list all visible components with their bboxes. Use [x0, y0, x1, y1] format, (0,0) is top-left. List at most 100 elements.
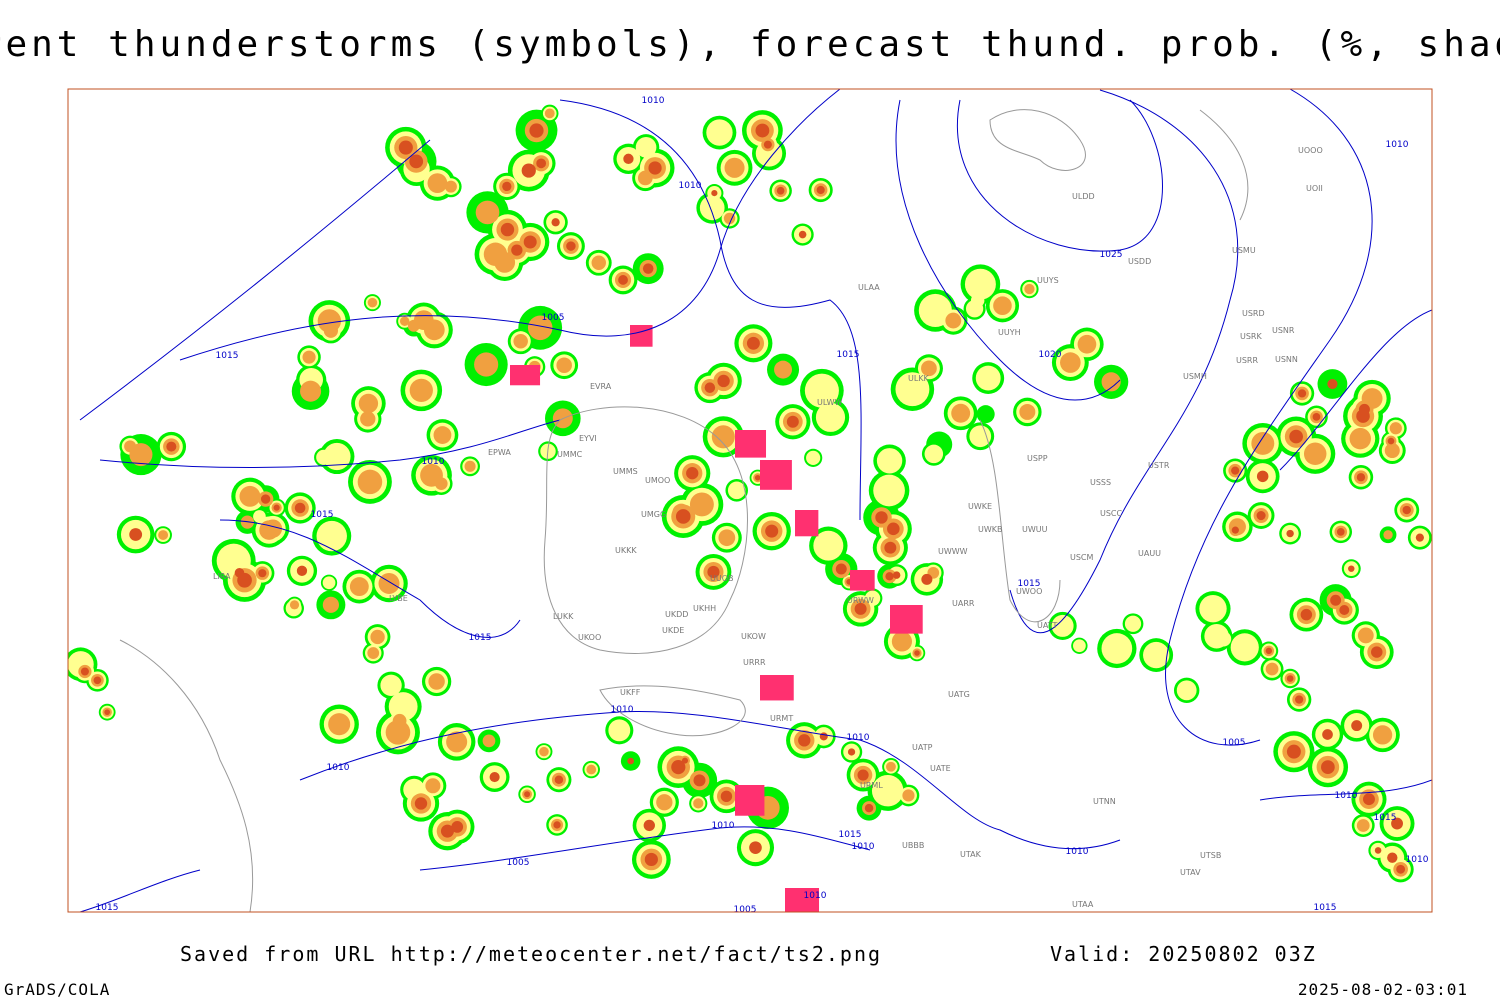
station-label: UTAA [1072, 900, 1094, 909]
shade-cell [706, 119, 733, 146]
shade-cell [798, 230, 807, 239]
station-label: UARR [952, 599, 975, 608]
shade-cell [618, 275, 628, 285]
storm-symbol [735, 430, 767, 458]
station-label: UATP [912, 743, 933, 752]
shade-cell [724, 157, 745, 178]
shade-cell [1387, 437, 1395, 445]
station-label: UWKE [968, 502, 992, 511]
station-label: ULDD [1072, 192, 1095, 201]
shade-cell [1348, 565, 1355, 572]
station-label: UKDE [662, 626, 684, 635]
shade-cell [886, 761, 896, 772]
shade-cell [1072, 639, 1086, 653]
shade-cell [727, 481, 746, 500]
shade-cell [124, 440, 137, 453]
station-label: UUOB [710, 574, 734, 583]
probability-shading [68, 104, 1432, 912]
shade-cell [1349, 427, 1371, 450]
station-label: USNR [1272, 326, 1295, 335]
isobar-label: 1010 [642, 96, 665, 106]
isobar-label: 1010 [1066, 847, 1089, 857]
shade-cell [1389, 422, 1402, 435]
shade-cell [378, 572, 400, 594]
shade-cell [425, 778, 441, 794]
shade-cell [1143, 641, 1170, 669]
shade-cell [370, 629, 385, 645]
station-label: UOII [1306, 184, 1323, 193]
station-label: EPWA [488, 448, 511, 457]
valid-time: Valid: 20250802 03Z [1050, 942, 1317, 966]
station-label: ULWW [817, 398, 842, 407]
shade-cell [527, 315, 553, 341]
shade-cell [1286, 744, 1301, 759]
shade-cell [428, 673, 445, 690]
shade-cell [536, 158, 547, 169]
isobar-label: 1010 [611, 705, 634, 715]
shade-cell [902, 789, 915, 802]
shade-cell [482, 734, 496, 748]
shade-cell [591, 255, 606, 271]
shade-cell [1230, 633, 1259, 662]
station-label: UWWW [938, 547, 968, 556]
shade-cell [717, 374, 730, 388]
station-label: ULKK [908, 374, 930, 383]
shade-cell [749, 841, 762, 854]
shade-cell [239, 485, 261, 507]
station-label: UMGG [641, 510, 666, 519]
shade-cell [440, 824, 454, 838]
shade-cell [711, 190, 718, 197]
shade-cell [864, 803, 874, 813]
shade-cell [317, 309, 342, 333]
isobar-label: 1015 [96, 903, 119, 913]
shade-cell [539, 746, 549, 757]
isobar-label: 1015 [311, 510, 334, 520]
station-label: UMOO [645, 476, 670, 485]
shade-cell [1101, 372, 1121, 392]
shade-cell [648, 161, 662, 175]
station-label: LUKK [553, 612, 574, 621]
shade-cell [93, 676, 102, 685]
shade-cell [1372, 725, 1393, 745]
shade-cell [918, 293, 952, 328]
shade-cell [289, 600, 300, 610]
shade-cell [1391, 817, 1403, 830]
shade-cell [921, 573, 933, 585]
shade-cell [895, 372, 930, 407]
shade-cell [1387, 852, 1398, 863]
shade-cell [511, 244, 523, 256]
isobar-label: 1005 [507, 858, 530, 868]
station-label: EVRA [590, 382, 612, 391]
shade-cell [380, 674, 402, 696]
station-label: UWUU [1022, 525, 1048, 534]
shade-cell [414, 797, 428, 810]
shade-cell [854, 602, 867, 615]
shade-cell [521, 163, 536, 178]
shade-cell [1019, 403, 1036, 420]
shade-cell [699, 195, 725, 221]
station-label: UATE [930, 764, 951, 773]
shade-cell [718, 529, 736, 547]
shade-cell [1322, 729, 1333, 740]
shade-cell [644, 852, 658, 867]
shade-cell [969, 425, 992, 448]
station-label: UKDD [665, 610, 688, 619]
shade-cell [656, 794, 673, 811]
station-label: USCC [1100, 509, 1123, 518]
shade-cell [976, 405, 995, 424]
shade-cell [464, 460, 476, 472]
shade-cell [891, 631, 913, 652]
shade-cell [1327, 378, 1338, 390]
shade-cell [847, 748, 856, 756]
shade-cell [1396, 864, 1406, 874]
shade-cell [399, 316, 410, 326]
shade-cell [1312, 413, 1321, 421]
station-label: USCM [1070, 553, 1094, 562]
shade-cell [446, 731, 468, 753]
station-label: LYBE [389, 594, 408, 603]
isobar-label: 1005 [734, 905, 757, 915]
shade-cell [263, 519, 283, 538]
station-label: UUYS [1037, 276, 1059, 285]
isobar-label: 1005 [1223, 738, 1246, 748]
